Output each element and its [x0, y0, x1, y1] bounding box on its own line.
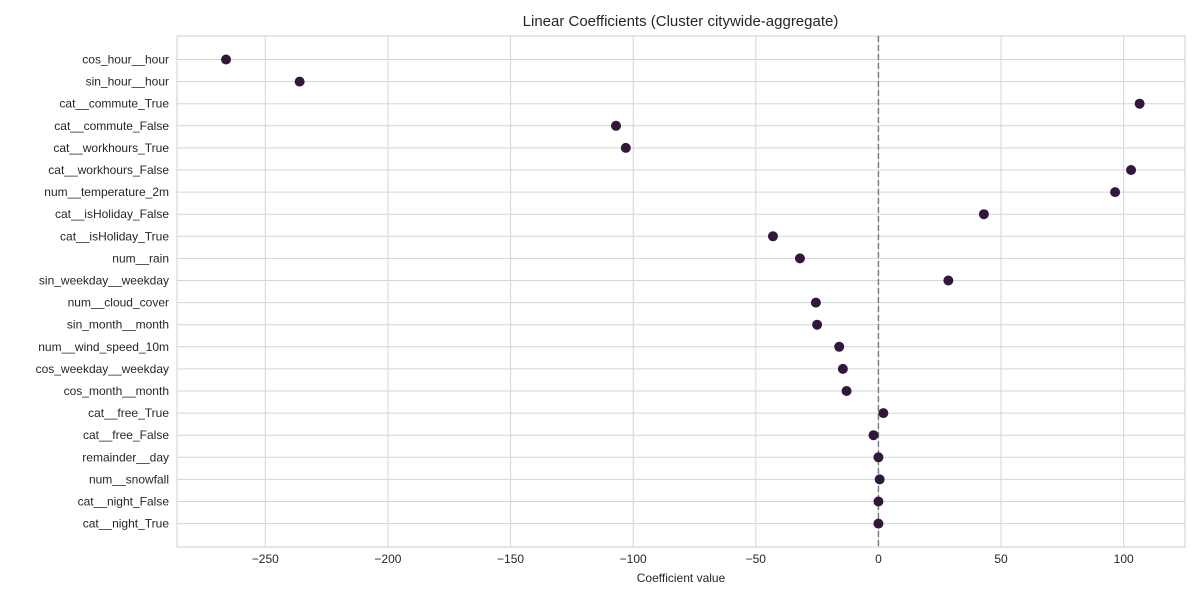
- y-tick-label: cat__night_False: [78, 495, 170, 509]
- coefficient-point: [873, 518, 884, 529]
- plot-frame: [176, 35, 1186, 548]
- y-tick-label: cat__workhours_True: [53, 141, 169, 155]
- y-tick-label: sin_month__month: [67, 318, 169, 332]
- coefficient-point: [868, 430, 879, 441]
- coefficient-point: [812, 319, 823, 330]
- coefficient-point: [873, 452, 884, 463]
- coefficient-point: [294, 76, 305, 87]
- coefficient-point: [978, 209, 989, 220]
- y-tick-label: cat__commute_True: [59, 97, 169, 111]
- y-tick-label: cos_hour__hour: [82, 53, 169, 67]
- coefficient-point: [767, 231, 778, 242]
- y-tick-label: cos_weekday__weekday: [36, 362, 169, 376]
- x-tick-label: −250: [252, 552, 279, 566]
- y-tick-label: cat__night_True: [83, 517, 170, 531]
- x-tick-label: −50: [746, 552, 767, 566]
- y-tick-label: sin_weekday__weekday: [39, 274, 169, 288]
- y-tick-labels: cos_hour__hour sin_hour__hour cat__commute…: [36, 53, 170, 531]
- y-tick-label: cat__isHoliday_True: [60, 229, 169, 243]
- chart-title: Linear Coefficients (Cluster citywide-ag…: [523, 13, 839, 30]
- y-tick-label: cos_month__month: [64, 384, 169, 398]
- coefficient-point: [834, 341, 845, 352]
- coefficient-point: [794, 253, 805, 264]
- coefficient-point: [1110, 187, 1121, 198]
- x-tick-label: 50: [994, 552, 1008, 566]
- x-tick-label: −200: [374, 552, 401, 566]
- y-tick-label: num__cloud_cover: [68, 296, 169, 310]
- y-tick-label: num__snowfall: [89, 472, 169, 486]
- y-tick-label: cat__workhours_False: [48, 163, 169, 177]
- coefficient-point: [221, 54, 232, 65]
- coefficient-point: [1134, 98, 1145, 109]
- coefficient-point: [620, 142, 631, 153]
- coefficient-point: [874, 474, 885, 485]
- y-tick-label: cat__commute_False: [54, 119, 169, 133]
- x-tick-labels: −250 −200 −150 −100 −50 0 50 100: [252, 552, 1134, 566]
- coefficient-point: [810, 297, 821, 308]
- coefficient-point: [841, 386, 852, 396]
- coefficient-point: [878, 408, 889, 419]
- x-tick-label: −150: [497, 552, 524, 566]
- y-tick-label: cat__isHoliday_False: [55, 207, 169, 221]
- x-tick-label: 100: [1114, 552, 1134, 566]
- y-tick-label: cat__free_False: [83, 428, 169, 442]
- coefficient-point: [1126, 165, 1137, 175]
- x-axis-label: Coefficient value: [637, 571, 726, 585]
- coefficient-point: [873, 496, 884, 507]
- y-tick-label: num__temperature_2m: [44, 185, 169, 199]
- y-tick-label: sin_hour__hour: [86, 75, 169, 89]
- coefficient-point: [837, 363, 848, 374]
- coefficient-points: [221, 54, 1145, 529]
- y-tick-label: num__rain: [112, 251, 169, 265]
- y-tick-label: cat__free_True: [88, 406, 169, 420]
- x-tick-label: 0: [875, 552, 882, 566]
- y-tick-label: num__wind_speed_10m: [38, 340, 169, 354]
- coefficient-point: [611, 120, 622, 131]
- coefficient-point: [943, 275, 954, 286]
- grid-lines: [177, 36, 1185, 547]
- x-tick-label: −100: [620, 552, 647, 566]
- y-tick-label: remainder__day: [82, 450, 169, 464]
